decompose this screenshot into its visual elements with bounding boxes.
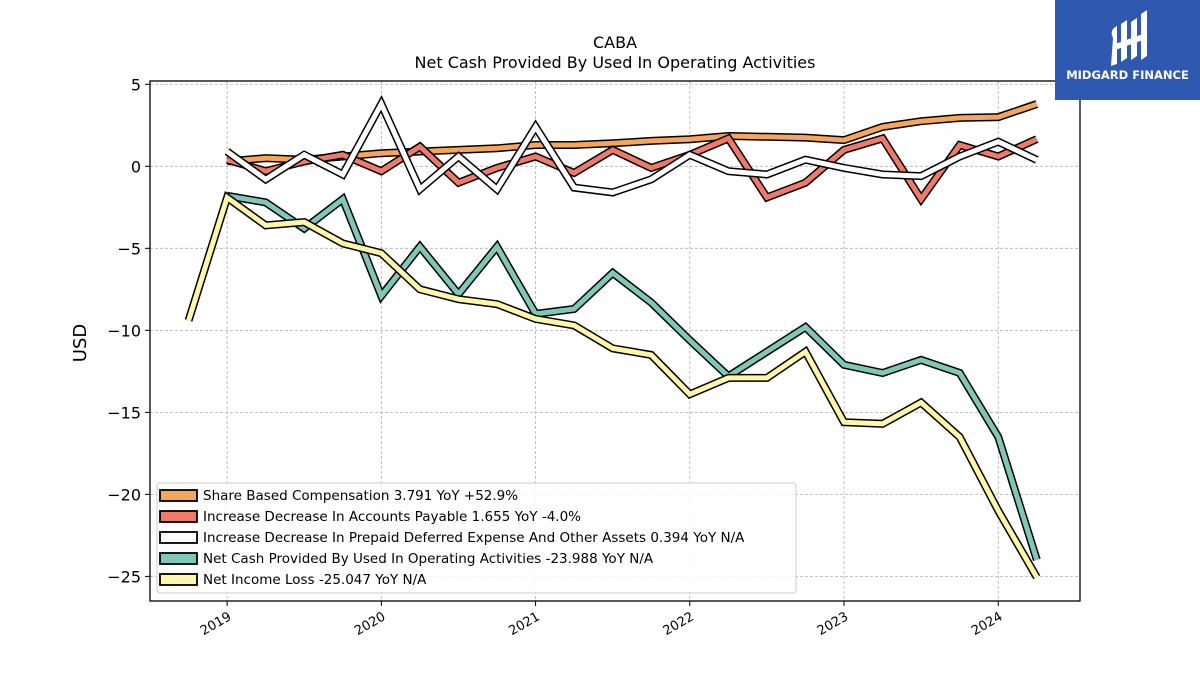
y-tick-label: 0 (131, 157, 141, 176)
series-line (186, 193, 1039, 579)
legend-entry-label: Net Cash Provided By Used In Operating A… (203, 551, 654, 567)
series-line (226, 101, 1038, 164)
legend-entry-label: Share Based Compensation 3.791 YoY +52.9… (203, 488, 518, 504)
y-tick-label: −20 (107, 485, 141, 504)
chart-subtitle: Net Cash Provided By Used In Operating A… (415, 53, 816, 72)
series-line (225, 98, 1038, 196)
x-tick-label: 2024 (969, 609, 1005, 639)
chart-title: CABA (593, 33, 637, 52)
y-tick-label: −5 (117, 239, 141, 258)
x-tick-label: 2020 (352, 609, 388, 639)
legend-swatch (159, 489, 198, 502)
y-tick-label: −10 (107, 321, 141, 340)
legend-swatch (159, 573, 198, 586)
series-lines (184, 95, 1041, 580)
legend-entry-label: Increase Decrease In Accounts Payable 1.… (203, 509, 581, 525)
legend-box (156, 482, 797, 594)
y-tick-label: −15 (107, 403, 141, 422)
x-tick-label: 2022 (661, 609, 697, 639)
legend-swatch (159, 531, 198, 544)
series-line-outline (224, 95, 1039, 197)
logo-mark-icon (1111, 10, 1147, 66)
x-tick-label: 2019 (198, 609, 234, 639)
plot-frame (149, 80, 1081, 602)
series-line-outline (226, 100, 1039, 166)
y-axis-label: USD (70, 324, 91, 362)
legend-entry-label: Increase Decrease In Prepaid Deferred Ex… (203, 530, 745, 546)
logo-text: MIDGARD FINANCE (1066, 68, 1189, 82)
legend-swatch (159, 510, 198, 523)
series-line (226, 135, 1038, 204)
legend: Share Based Compensation 3.791 YoY +52.9… (156, 482, 797, 594)
legend-entry-label: Net Income Loss -25.047 YoY N/A (203, 572, 427, 588)
x-tick-label: 2021 (506, 609, 542, 639)
y-tick-label: −25 (107, 567, 141, 586)
y-tick-label: 5 (131, 75, 141, 94)
legend-swatch (159, 552, 198, 565)
axes: 5 0 −5 −10 −15 −20 −25 2019 2020 2021 2022 2023 2024 (107, 75, 1005, 639)
brand-logo: MIDGARD FINANCE (1055, 0, 1200, 100)
x-tick-label: 2023 (815, 609, 851, 639)
